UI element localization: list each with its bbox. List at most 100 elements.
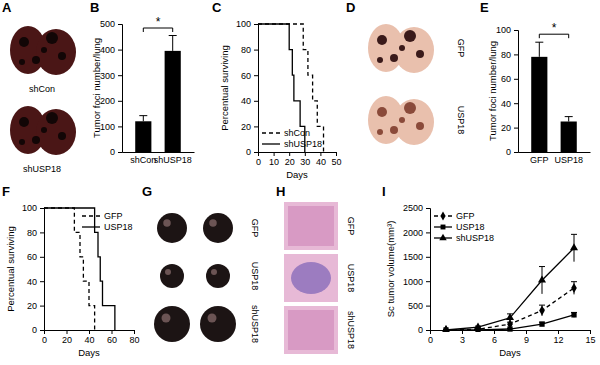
tick: 0 [246, 147, 258, 157]
tick-mark [40, 208, 44, 209]
legend-marker [440, 211, 445, 220]
tumor-spot [416, 122, 424, 130]
axis-line [118, 25, 123, 153]
tick: 500 [408, 301, 430, 311]
tick-label: 300 [100, 71, 115, 81]
series-line [258, 24, 324, 152]
tick-mark [305, 152, 306, 156]
tick-mark [40, 330, 44, 331]
tick: 30 [300, 152, 310, 167]
marker [539, 321, 544, 326]
tick-label: 20 [62, 335, 72, 345]
photo-panel: GGFPUSP18shUSP18 [142, 184, 260, 343]
photo-panel: DGFPUSP18 [346, 0, 466, 145]
legend-label: shUSP18 [456, 233, 494, 243]
legend-swatch [82, 215, 100, 216]
tick: 20 [285, 152, 295, 167]
tick: shUSP18 [154, 155, 192, 165]
legend-item: USP18 [434, 222, 485, 232]
tumor-spot [19, 117, 29, 127]
tumor-spot [377, 35, 387, 45]
tumor-spot [404, 102, 416, 114]
histology [284, 306, 338, 354]
tick-label: 10 [269, 157, 279, 167]
photo-label: GFP [456, 39, 466, 58]
tick: 40 [84, 330, 94, 345]
marker [507, 326, 512, 331]
tick-label: 100 [100, 122, 115, 132]
tick-mark [112, 330, 113, 334]
annotation: * [156, 15, 161, 29]
tick-label: 2500 [403, 203, 423, 213]
tick-label: 40 [84, 335, 94, 345]
tick-mark [118, 24, 122, 25]
marker [474, 322, 482, 329]
tick-mark [118, 152, 122, 153]
tick-mark [289, 152, 290, 156]
tick-mark [514, 128, 518, 129]
panel-letter: I [382, 184, 386, 199]
tumor-spot [399, 45, 405, 51]
tick-label: 500 [100, 19, 115, 29]
tumor-spot [41, 127, 47, 133]
chart-panel: C01020304050Days020406080100Percentual s… [212, 0, 342, 180]
tick-mark [254, 24, 258, 25]
tick-mark [494, 330, 495, 334]
photo-panel: AshConshUSP18 [2, 0, 76, 174]
tumor-highlight [162, 314, 171, 323]
series-line [44, 208, 95, 330]
plot-area [531, 42, 577, 152]
tick: 0 [110, 147, 122, 157]
legend: GFPUSP18 [82, 211, 133, 232]
panel-letter: H [276, 184, 285, 199]
photo-label: GFP [346, 217, 356, 236]
tick-label: 40 [501, 99, 511, 109]
tumor-spot [377, 57, 383, 63]
tick-mark [514, 79, 518, 80]
legend: shConshUSP18 [262, 128, 322, 149]
legend-label: shCon [284, 128, 310, 138]
axis-line [40, 209, 45, 331]
tick: 80 [501, 50, 518, 60]
plot-area [135, 36, 181, 152]
figure: BshConshUSP180100200300400500Tumor foci … [0, 0, 600, 365]
marker [506, 313, 514, 320]
tick: 0 [32, 325, 44, 335]
tick: 10 [269, 152, 279, 167]
error-bar [535, 42, 543, 57]
lung-lobe [36, 109, 76, 155]
tick-label: 60 [501, 74, 511, 84]
legend-label: GFP [456, 211, 475, 221]
tick-label: 9 [524, 335, 529, 345]
legend-label: shUSP18 [284, 139, 322, 149]
tick: 200 [100, 96, 122, 106]
tick-mark [118, 75, 122, 76]
legend-item: shUSP18 [434, 233, 494, 243]
legend-swatch [262, 132, 280, 133]
tumor-spot [58, 52, 66, 60]
tick-label: 0 [256, 157, 261, 167]
tumor [154, 306, 190, 342]
tick-label: 80 [241, 45, 251, 55]
tick-mark [254, 101, 258, 102]
tick: 2000 [403, 228, 430, 238]
tumor-spot [377, 129, 383, 135]
tick-mark [426, 281, 430, 282]
histology [284, 254, 338, 302]
panel-letter: A [2, 0, 12, 15]
tick: GFP [530, 155, 549, 165]
tick: 80 [129, 330, 139, 345]
tick: 40 [241, 96, 258, 106]
photo-label: shCon [29, 84, 55, 94]
tick-mark [254, 126, 258, 127]
error-bar [169, 36, 177, 51]
tick-label: 20 [241, 122, 251, 132]
tick-mark [40, 232, 44, 233]
tick: shCon [130, 155, 156, 165]
tick: 1500 [403, 252, 430, 262]
x-axis: GFPUSP18 [519, 153, 591, 166]
tick-label: 0 [32, 325, 37, 335]
tick-label: 12 [553, 335, 563, 345]
tick-label: 0 [246, 147, 251, 157]
y-axis: 020406080100 [236, 19, 259, 157]
